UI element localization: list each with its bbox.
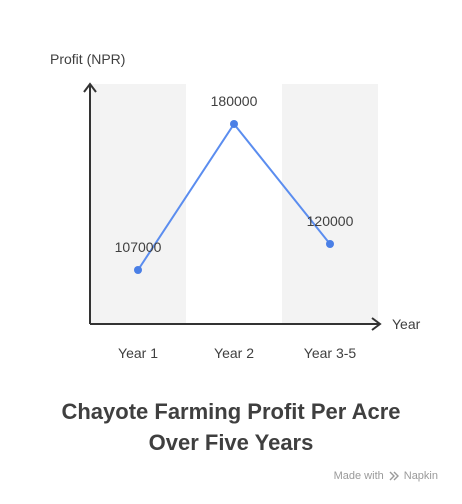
chart-title-line-2: Over Five Years [148,430,314,455]
data-point [230,120,238,128]
category-band [90,84,186,324]
data-point [134,266,142,274]
data-label: 120000 [307,213,354,229]
x-tick-label: Year 2 [214,345,254,361]
y-axis-arrow [83,82,97,93]
credit-text: Made with [333,470,384,482]
x-axis-arrow [371,317,382,331]
x-axis-label: Year [392,316,421,332]
x-tick-label: Year 1 [118,345,158,361]
chart-title: Chayote Farming Profit Per Acre Over Fiv… [0,396,462,458]
data-point [326,240,334,248]
made-with-credit[interactable]: Made with Napkin [334,470,438,482]
category-band [282,84,378,324]
x-tick-label: Year 3-5 [304,345,357,361]
napkin-logo-icon [389,471,399,481]
data-label: 180000 [211,93,258,109]
data-label: 107000 [115,239,162,255]
line-chart: Profit (NPR) Year Year 1 Year 2 Year 3-5 1070… [50,51,421,361]
chart-title-line-1: Chayote Farming Profit Per Acre [61,399,401,424]
brand-name: Napkin [403,470,438,482]
y-axis-label: Profit (NPR) [50,51,125,67]
